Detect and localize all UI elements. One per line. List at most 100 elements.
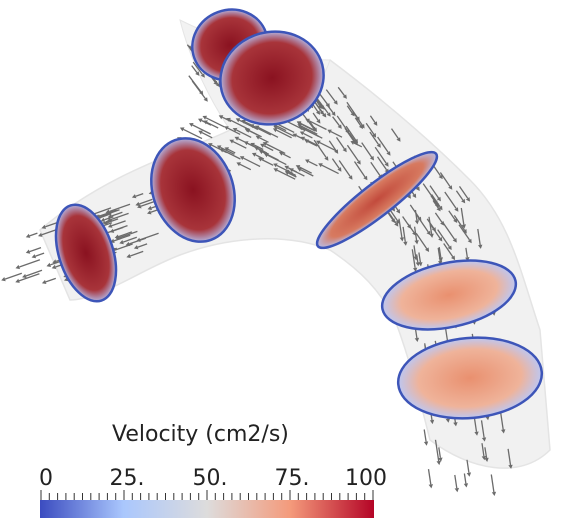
velocity-arrow — [93, 207, 112, 215]
velocity-arrow-head — [454, 487, 459, 493]
velocity-arrow — [139, 232, 159, 241]
colorbar-minor-ticks — [40, 490, 374, 500]
velocity-arrow — [211, 144, 228, 154]
velocity-arrow-head — [262, 142, 268, 146]
velocity-arrow — [432, 200, 439, 209]
velocity-arrow — [29, 246, 42, 253]
velocity-arrow-head — [64, 277, 69, 282]
velocity-arrow-head — [119, 240, 124, 245]
velocity-arrow-head — [448, 185, 453, 190]
velocity-arrow — [206, 121, 219, 129]
velocity-arrow-head — [15, 278, 20, 283]
cross-section-3 — [150, 137, 236, 243]
velocity-arrow-head — [440, 221, 445, 226]
velocity-arrow-head — [304, 139, 309, 144]
colorbar-tick-label-0: 0 — [39, 466, 53, 491]
velocity-arrow — [335, 137, 345, 150]
velocity-arrow — [346, 101, 359, 119]
velocity-arrow — [243, 157, 261, 168]
velocity-arrow-head — [292, 133, 298, 138]
velocity-arrow-head — [147, 205, 152, 211]
velocity-arrow — [465, 247, 468, 258]
velocity-arrow — [314, 101, 323, 113]
velocity-arrow-head — [25, 233, 31, 238]
velocity-arrow — [455, 190, 464, 201]
velocity-arrow — [239, 163, 252, 171]
velocity-arrow — [413, 226, 418, 241]
velocity-arrow — [411, 249, 416, 268]
velocity-arrow-head — [273, 163, 278, 168]
velocity-arrow — [326, 103, 334, 114]
velocity-arrow — [325, 89, 336, 102]
velocity-arrow-head — [462, 229, 467, 234]
velocity-arrow-head — [438, 174, 443, 180]
velocity-arrow-head — [126, 253, 131, 259]
velocity-arrow — [100, 219, 113, 225]
velocity-arrow-head — [322, 113, 327, 118]
velocity-arrow-head — [403, 241, 408, 246]
velocity-arrow-head — [305, 118, 310, 123]
colorbar-tick-label-100: 100 — [345, 466, 387, 491]
velocity-arrow — [458, 224, 471, 241]
velocity-arrow-head — [369, 155, 374, 161]
velocity-arrow — [353, 161, 366, 178]
velocity-arrow — [257, 148, 269, 155]
velocity-arrow-head — [179, 127, 185, 132]
velocity-arrow-head — [481, 437, 487, 442]
velocity-arrow-head — [224, 126, 229, 131]
velocity-arrow-head — [415, 186, 420, 191]
velocity-arrow — [444, 191, 457, 209]
velocity-arrow-head — [423, 441, 429, 446]
velocity-arrow-head — [372, 133, 377, 138]
cross-section-4 — [54, 203, 118, 303]
velocity-arrow-head — [399, 237, 404, 242]
velocity-arrow — [458, 186, 469, 199]
velocity-arrow — [99, 209, 120, 218]
velocity-arrow — [261, 158, 274, 166]
velocity-arrow — [415, 232, 428, 250]
velocity-arrow-head — [429, 233, 434, 238]
velocity-arrow-head — [484, 457, 489, 462]
velocity-arrow-head — [255, 135, 261, 140]
velocity-arrow — [192, 124, 211, 135]
velocity-arrow — [247, 129, 258, 136]
velocity-arrow-head — [1, 277, 6, 282]
velocity-arrow-head — [481, 455, 487, 461]
velocity-arrow-head — [297, 124, 302, 128]
velocity-arrow — [315, 96, 329, 114]
velocity-arrow-head — [278, 151, 284, 156]
velocity-arrow — [308, 120, 327, 131]
velocity-arrow — [286, 120, 306, 131]
velocity-arrow-head — [425, 247, 430, 252]
velocity-arrow — [118, 231, 133, 238]
velocity-arrow — [258, 137, 269, 143]
velocity-arrow — [122, 236, 138, 243]
velocity-arrow — [484, 447, 488, 459]
velocity-arrow-head — [342, 94, 347, 99]
velocity-arrow-head — [466, 472, 472, 477]
velocity-arrow — [438, 247, 442, 258]
velocity-arrow — [434, 212, 443, 223]
velocity-arrow — [288, 171, 297, 176]
velocity-arrow — [428, 216, 433, 235]
velocity-arrow — [415, 254, 419, 263]
velocity-arrow-head — [438, 457, 443, 462]
velocity-arrow-head — [107, 223, 113, 228]
velocity-arrow-head — [31, 254, 37, 259]
velocity-arrow-head — [508, 464, 513, 469]
velocity-arrow — [507, 448, 512, 466]
velocity-arrow-head — [299, 131, 305, 136]
velocity-arrow-head — [137, 204, 142, 209]
velocity-arrow — [107, 218, 119, 224]
velocity-arrow-head — [465, 257, 470, 262]
velocity-arrow-head — [216, 82, 221, 88]
velocity-arrow — [369, 115, 376, 123]
velocity-arrow-head — [413, 267, 418, 272]
velocity-arrow — [454, 474, 458, 489]
velocity-arrow-head — [428, 484, 433, 489]
velocity-arrow-head — [412, 193, 417, 198]
velocity-arrow — [376, 156, 388, 171]
velocity-arrow — [303, 132, 313, 139]
velocity-arrow-head — [254, 125, 260, 130]
velocity-arrow-head — [386, 151, 391, 156]
